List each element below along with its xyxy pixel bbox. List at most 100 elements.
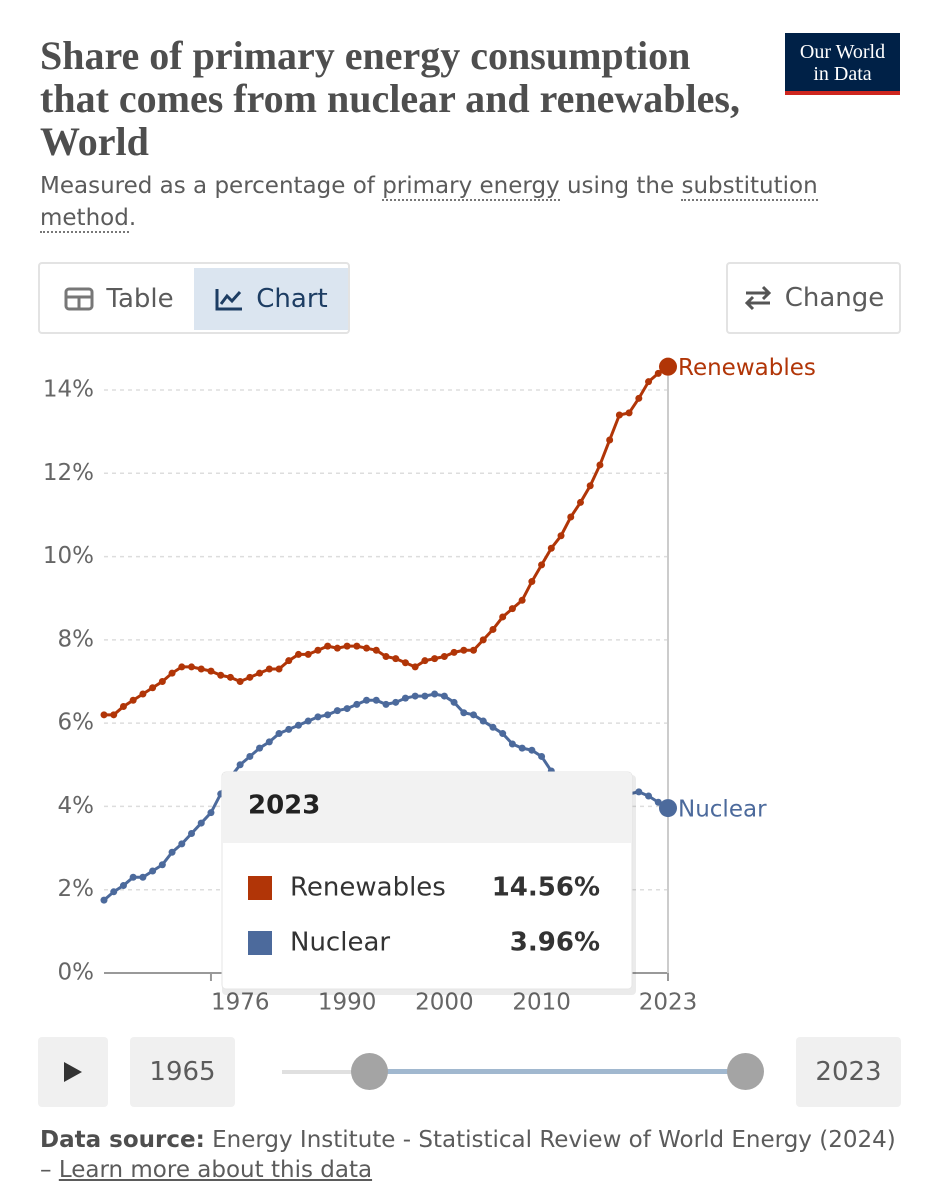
series-line xyxy=(104,365,669,717)
data-point xyxy=(659,799,677,818)
tab-label: Chart xyxy=(256,284,328,314)
data-point xyxy=(139,690,147,698)
data-point xyxy=(440,692,448,700)
data-point xyxy=(499,730,507,738)
data-point xyxy=(654,369,662,377)
data-source: Data source: Energy Institute - Statisti… xyxy=(40,1125,900,1185)
data-point xyxy=(489,625,497,633)
data-point xyxy=(596,461,604,469)
subtitle-link[interactable]: substitution method xyxy=(40,173,818,233)
data-point xyxy=(625,409,633,417)
data-point xyxy=(586,482,594,490)
subtitle: Measured as a percentage of primary ener… xyxy=(40,170,860,234)
y-tick-label: 14% xyxy=(43,377,94,403)
data-point xyxy=(158,861,166,869)
data-point xyxy=(178,663,186,671)
data-point xyxy=(567,513,575,521)
slider-thumb[interactable] xyxy=(351,1053,388,1090)
data-point xyxy=(392,655,400,663)
table-icon xyxy=(64,287,94,311)
data-point xyxy=(100,711,108,719)
data-point xyxy=(635,394,643,402)
data-point xyxy=(246,673,254,681)
data-point xyxy=(353,642,361,650)
timeline-start[interactable]: 1965 xyxy=(130,1037,235,1107)
y-tick-label: 8% xyxy=(58,626,95,652)
data-point xyxy=(411,692,419,700)
data-point xyxy=(343,705,351,713)
data-point xyxy=(508,605,516,613)
subtitle-link[interactable]: primary energy xyxy=(382,173,560,201)
tab-label: Table xyxy=(106,284,174,314)
series-label: Nuclear xyxy=(678,797,767,823)
data-point xyxy=(518,744,526,752)
x-tick-label: 1990 xyxy=(318,990,377,1016)
data-point xyxy=(265,738,273,746)
subtitle-text: using the xyxy=(559,173,682,199)
data-point xyxy=(178,840,186,848)
data-point xyxy=(314,713,322,721)
data-point xyxy=(460,646,468,654)
data-point xyxy=(450,698,458,706)
chart-title: Share of primary energy consumption that… xyxy=(40,33,740,164)
play-button[interactable] xyxy=(38,1037,108,1107)
data-point xyxy=(129,873,137,881)
data-point xyxy=(197,665,205,673)
data-point xyxy=(508,740,516,748)
y-tick-label: 10% xyxy=(43,543,94,569)
data-point xyxy=(188,829,196,837)
data-point xyxy=(363,644,371,652)
data-point xyxy=(285,657,293,665)
data-point xyxy=(557,532,565,540)
data-point xyxy=(343,642,351,650)
timeline-end[interactable]: 2023 xyxy=(796,1037,901,1107)
data-point xyxy=(538,752,546,760)
data-point xyxy=(197,819,205,827)
slider-thumb[interactable] xyxy=(727,1053,764,1090)
data-point xyxy=(576,498,584,506)
data-point xyxy=(547,544,555,552)
data-point xyxy=(129,696,137,704)
table-tab[interactable]: Table xyxy=(44,268,194,330)
logo-text: in Data xyxy=(813,63,872,85)
slider-range xyxy=(370,1069,745,1074)
chart-tab[interactable]: Chart xyxy=(194,268,348,330)
y-tick-label: 4% xyxy=(58,793,95,819)
data-point xyxy=(479,636,487,644)
play-icon xyxy=(64,1062,82,1082)
x-tick-label: 2023 xyxy=(639,990,698,1016)
tooltip-swatch xyxy=(248,876,272,900)
data-point xyxy=(421,692,429,700)
tooltip-header xyxy=(223,773,631,843)
tab-group: Table Chart xyxy=(38,262,350,334)
source-link[interactable]: Learn more about this data xyxy=(58,1157,373,1183)
tooltip: 2023 Renewables 14.56% Nuclear 3.96% xyxy=(221,771,636,995)
data-point xyxy=(659,357,677,376)
data-point xyxy=(333,707,341,715)
data-point xyxy=(119,702,127,710)
data-point xyxy=(246,752,254,760)
logo[interactable]: Our World in Data xyxy=(785,33,900,95)
data-point xyxy=(324,642,332,650)
data-point xyxy=(401,659,409,667)
data-point xyxy=(314,646,322,654)
data-point xyxy=(119,882,127,890)
x-tick-label: 1976 xyxy=(211,990,270,1016)
change-button[interactable]: Change xyxy=(726,262,901,334)
tooltip-name: Nuclear xyxy=(290,928,390,958)
subtitle-text: Measured as a percentage of xyxy=(40,173,383,199)
data-point xyxy=(353,700,361,708)
data-point xyxy=(615,411,623,419)
source-label: Data source: xyxy=(40,1127,205,1153)
data-point xyxy=(411,663,419,671)
data-point xyxy=(470,646,478,654)
data-point xyxy=(489,723,497,731)
data-point xyxy=(518,596,526,604)
data-point xyxy=(100,896,108,904)
data-point xyxy=(431,690,439,698)
data-point xyxy=(645,792,653,800)
data-point xyxy=(158,678,166,685)
data-point xyxy=(470,711,478,719)
data-point xyxy=(538,561,546,569)
